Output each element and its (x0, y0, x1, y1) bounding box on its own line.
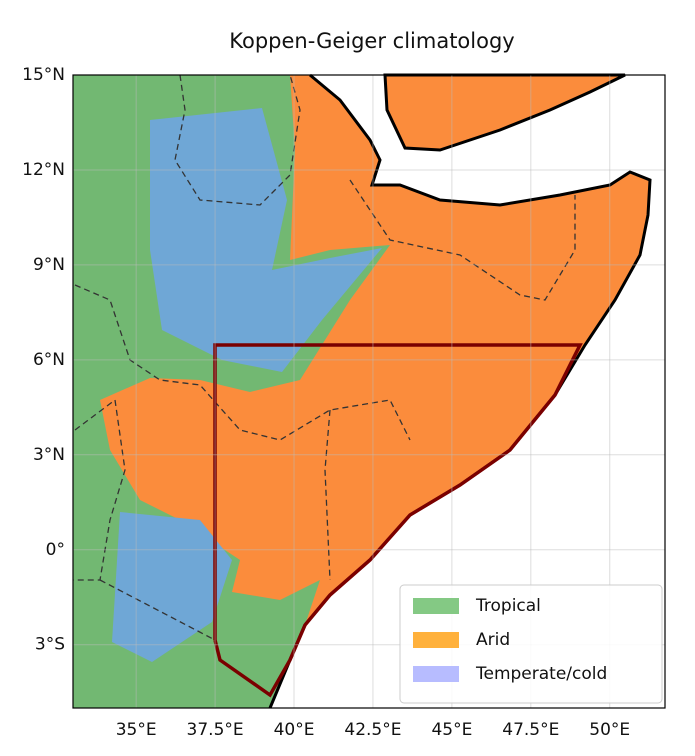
x-tick-label: 35°E (116, 720, 157, 740)
legend-label: Temperate/cold (475, 664, 607, 684)
y-tick-label: 9°N (33, 255, 65, 275)
map-area (73, 73, 665, 709)
legend-box (399, 584, 663, 704)
x-tick-label: 45°E (431, 720, 472, 740)
y-tick-label: 3°N (33, 445, 65, 465)
arabia (383, 73, 626, 152)
y-tick-label: 12°N (22, 160, 65, 180)
legend-swatch (413, 632, 459, 648)
legend: Tropical Arid Temperate/cold (399, 584, 663, 704)
map-title: Koppen-Geiger climatology (229, 29, 514, 53)
y-tick-label: 3°S (35, 635, 65, 655)
legend-label: Arid (476, 630, 510, 650)
borders (73, 74, 576, 641)
legend-label: Tropical (475, 596, 541, 616)
y-tick-label: 6°N (33, 350, 65, 370)
y-tick-label: 15°N (22, 65, 65, 85)
legend-swatch (413, 666, 459, 682)
x-tick-label: 37.5°E (187, 720, 244, 740)
x-tick-label: 50°E (589, 720, 630, 740)
study-region (213, 343, 583, 698)
x-tick-label: 42.5°E (344, 720, 401, 740)
frame (72, 74, 666, 709)
x-tick-label: 40°E (274, 720, 315, 740)
legend-swatch (413, 598, 459, 614)
highland-zone (150, 108, 382, 372)
y-tick-label: 0° (46, 540, 65, 560)
x-tick-label: 47.5°E (502, 720, 559, 740)
